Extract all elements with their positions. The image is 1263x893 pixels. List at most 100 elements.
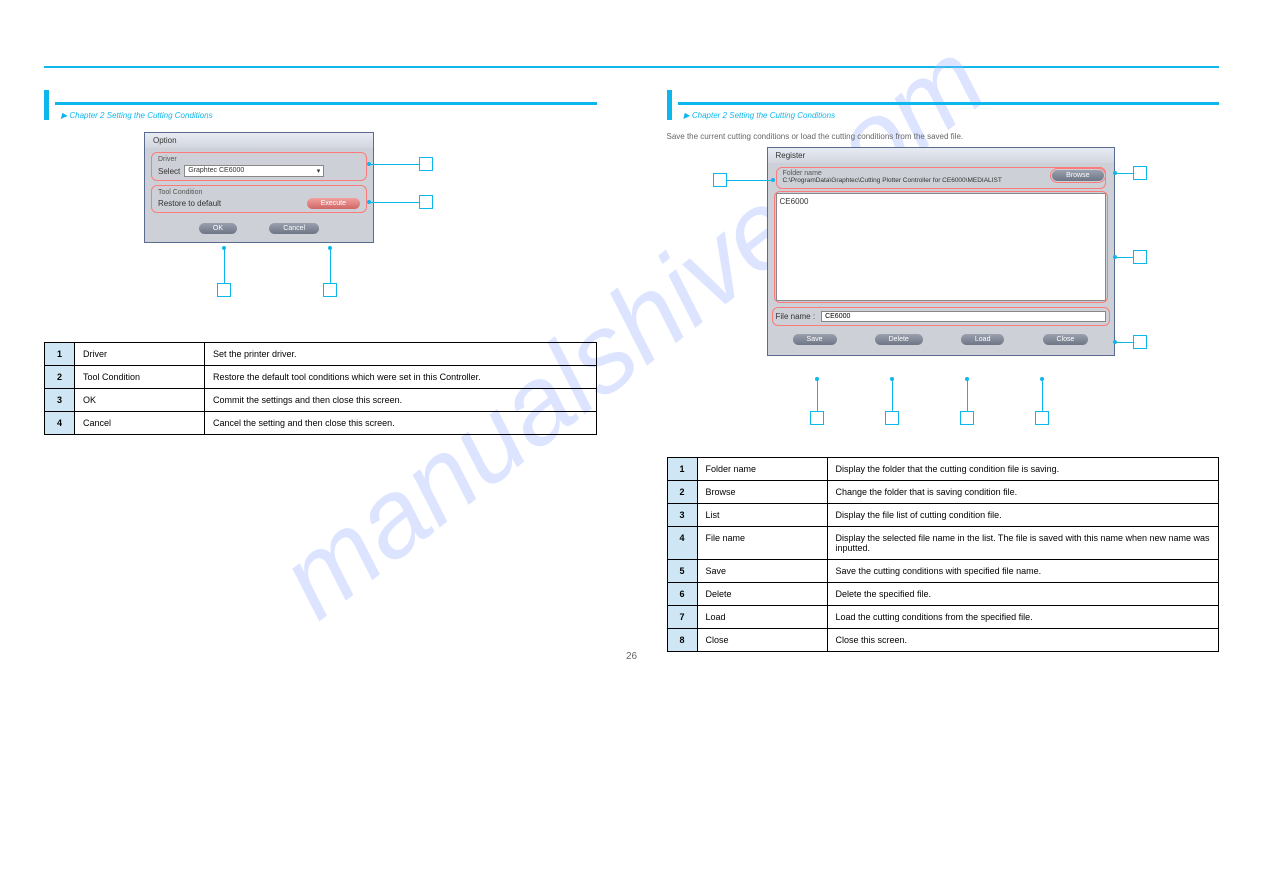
row-num: 2 (667, 481, 697, 504)
table-row: 4File nameDisplay the selected file name… (667, 527, 1219, 560)
row-num: 6 (667, 583, 697, 606)
columns: ▶ Chapter 2 Setting the Cutting Conditio… (44, 90, 1219, 652)
row-name: Driver (75, 343, 205, 366)
table-row: 3OKCommit the settings and then close th… (45, 389, 597, 412)
callout-dot (771, 178, 775, 182)
register-figure: Register Folder name C:\ProgramData\Grap… (727, 147, 1167, 447)
select-label: Select (158, 167, 180, 176)
callout-5 (810, 411, 824, 425)
row-name: List (697, 504, 827, 527)
filename-input[interactable] (821, 311, 1105, 322)
dialog-title: Register (768, 148, 1114, 163)
callout-line (892, 379, 893, 411)
callout-3 (1133, 250, 1147, 264)
callout-line (1042, 379, 1043, 411)
row-desc: Display the file list of cutting conditi… (827, 504, 1219, 527)
row-name: Close (697, 629, 827, 652)
table-row: 1Folder nameDisplay the folder that the … (667, 458, 1219, 481)
browse-button[interactable]: Browse (1052, 170, 1103, 181)
driver-group: Driver Select Graphtec CE6000 ▾ (151, 152, 367, 181)
callout-4 (323, 283, 337, 297)
row-desc: Load the cutting conditions from the spe… (827, 606, 1219, 629)
row-num: 8 (667, 629, 697, 652)
row-desc: Cancel the setting and then close this s… (205, 412, 597, 435)
table-row: 8CloseClose this screen. (667, 629, 1219, 652)
row-num: 3 (667, 504, 697, 527)
table-row: 2BrowseChange the folder that is saving … (667, 481, 1219, 504)
right-column: ▶ Chapter 2 Setting the Cutting Conditio… (667, 90, 1220, 652)
row-name: File name (697, 527, 827, 560)
list-item[interactable]: CE6000 (780, 197, 1102, 206)
row-name: Browse (697, 481, 827, 504)
row-desc: Display the folder that the cutting cond… (827, 458, 1219, 481)
top-divider (44, 66, 1219, 68)
ok-button[interactable]: OK (199, 223, 237, 234)
restore-label: Restore to default (158, 199, 221, 208)
row-num: 1 (667, 458, 697, 481)
table-row: 7LoadLoad the cutting conditions from th… (667, 606, 1219, 629)
row-desc: Close this screen. (827, 629, 1219, 652)
table-row: 5SaveSave the cutting conditions with sp… (667, 560, 1219, 583)
cancel-button[interactable]: Cancel (269, 223, 319, 234)
callout-2 (419, 195, 433, 209)
callout-line (1115, 342, 1133, 343)
filename-label: File name : (776, 312, 816, 321)
close-button[interactable]: Close (1043, 334, 1089, 345)
register-table: 1Folder nameDisplay the folder that the … (667, 457, 1220, 652)
chapter-link[interactable]: ▶ Chapter 2 Setting the Cutting Conditio… (684, 111, 1220, 120)
row-num: 4 (45, 412, 75, 435)
row-desc: Display the selected file name in the li… (827, 527, 1219, 560)
row-num: 1 (45, 343, 75, 366)
callout-line (1115, 257, 1133, 258)
dialog-title: Option (145, 133, 373, 148)
row-name: Tool Condition (75, 366, 205, 389)
row-name: Delete (697, 583, 827, 606)
register-note: Save the current cutting conditions or l… (667, 132, 1220, 141)
row-num: 3 (45, 389, 75, 412)
row-desc: Change the folder that is saving conditi… (827, 481, 1219, 504)
table-row: 3ListDisplay the file list of cutting co… (667, 504, 1219, 527)
callout-line (727, 180, 771, 181)
callout-1 (419, 157, 433, 171)
callout-8 (1035, 411, 1049, 425)
callout-line (1115, 173, 1133, 174)
row-num: 7 (667, 606, 697, 629)
row-name: Load (697, 606, 827, 629)
register-button-row: Save Delete Load Close (768, 326, 1114, 355)
callout-6 (885, 411, 899, 425)
option-dialog: Option Driver Select Graphtec CE6000 ▾ T… (144, 132, 374, 243)
driver-select[interactable]: Graphtec CE6000 ▾ (184, 165, 324, 177)
row-desc: Set the printer driver. (205, 343, 597, 366)
table-row: 6DeleteDelete the specified file. (667, 583, 1219, 606)
section-header-option: ▶ Chapter 2 Setting the Cutting Conditio… (44, 90, 597, 120)
chapter-link[interactable]: ▶ Chapter 2 Setting the Cutting Conditio… (61, 111, 597, 120)
callout-4 (1133, 335, 1147, 349)
filename-group: File name : (776, 311, 1106, 322)
register-dialog: Register Folder name C:\ProgramData\Grap… (767, 147, 1115, 356)
section-header-register: ▶ Chapter 2 Setting the Cutting Conditio… (667, 90, 1220, 120)
left-column: ▶ Chapter 2 Setting the Cutting Conditio… (44, 90, 597, 652)
callout-line (224, 248, 225, 283)
callout-3 (217, 283, 231, 297)
callout-7 (960, 411, 974, 425)
browse-group: Browse (1050, 168, 1105, 183)
page: manualshive.com ▶ Chapter 2 Setting the … (0, 0, 1263, 672)
dropdown-icon: ▾ (317, 167, 321, 175)
callout-line (330, 248, 331, 283)
row-desc: Save the cutting conditions with specifi… (827, 560, 1219, 583)
execute-button[interactable]: Execute (307, 198, 360, 209)
callout-line (817, 379, 818, 411)
load-button[interactable]: Load (961, 334, 1005, 345)
page-number: 26 (626, 651, 637, 662)
delete-button[interactable]: Delete (875, 334, 923, 345)
driver-label: Driver (158, 156, 360, 163)
file-list[interactable]: CE6000 (776, 193, 1106, 301)
tool-label: Tool Condition (158, 189, 360, 196)
row-name: OK (75, 389, 205, 412)
save-button[interactable]: Save (793, 334, 837, 345)
hbar (678, 102, 1220, 105)
row-desc: Commit the settings and then close this … (205, 389, 597, 412)
callout-1 (713, 173, 727, 187)
row-name: Folder name (697, 458, 827, 481)
callout-2 (1133, 166, 1147, 180)
